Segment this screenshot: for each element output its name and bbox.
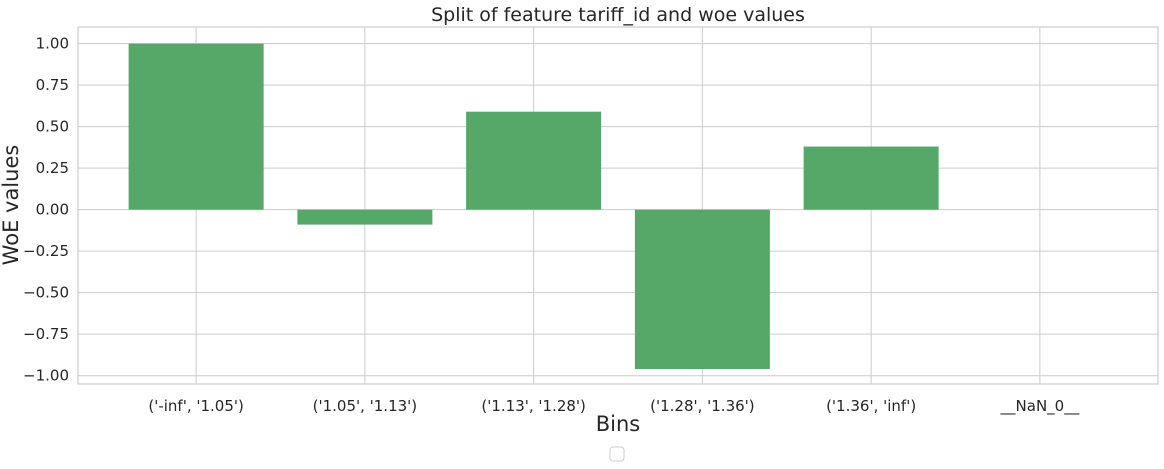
y-tick-label: −0.50 <box>23 284 69 302</box>
bar <box>466 111 602 210</box>
x-tick-label: ('1.13', '1.28') <box>481 397 586 415</box>
y-tick-label: −0.25 <box>23 242 69 260</box>
bars-layer <box>128 43 1108 370</box>
x-axis-label: Bins <box>596 412 641 436</box>
y-tick-label: −1.00 <box>23 367 69 385</box>
y-tick-label: 0.25 <box>36 159 69 177</box>
x-tick-label: ('1.36', 'inf') <box>826 397 916 415</box>
bar <box>297 209 433 225</box>
y-tick-label: 1.00 <box>36 35 69 53</box>
bar <box>634 209 770 370</box>
y-tick-label: 0.50 <box>36 118 69 136</box>
x-tick-label: ('1.28', '1.36') <box>650 397 755 415</box>
bar <box>128 43 264 210</box>
x-tick-label: ('1.05', '1.13') <box>313 397 418 415</box>
legend-box <box>609 446 625 462</box>
bar <box>803 146 939 210</box>
x-tick-label: __NaN_0__ <box>1000 397 1080 416</box>
y-tick-label: 0.00 <box>36 201 69 219</box>
chart-title: Split of feature tariff_id and woe value… <box>431 4 805 26</box>
y-tick-label: 0.75 <box>36 76 69 94</box>
x-tick-label: ('-inf', '1.05') <box>148 397 244 415</box>
plot-frame <box>77 26 1159 385</box>
y-axis-label: WoE values <box>0 145 23 266</box>
y-tick-label: −0.75 <box>23 325 69 343</box>
y-tick-labels: 1.00 0.75 0.50 0.25 0.00 −0.25 −0.50 −0.75 −1.00 <box>23 35 69 385</box>
x-tick-labels: ('-inf', '1.05') ('1.05', '1.13') ('1.13',… <box>148 397 1079 416</box>
